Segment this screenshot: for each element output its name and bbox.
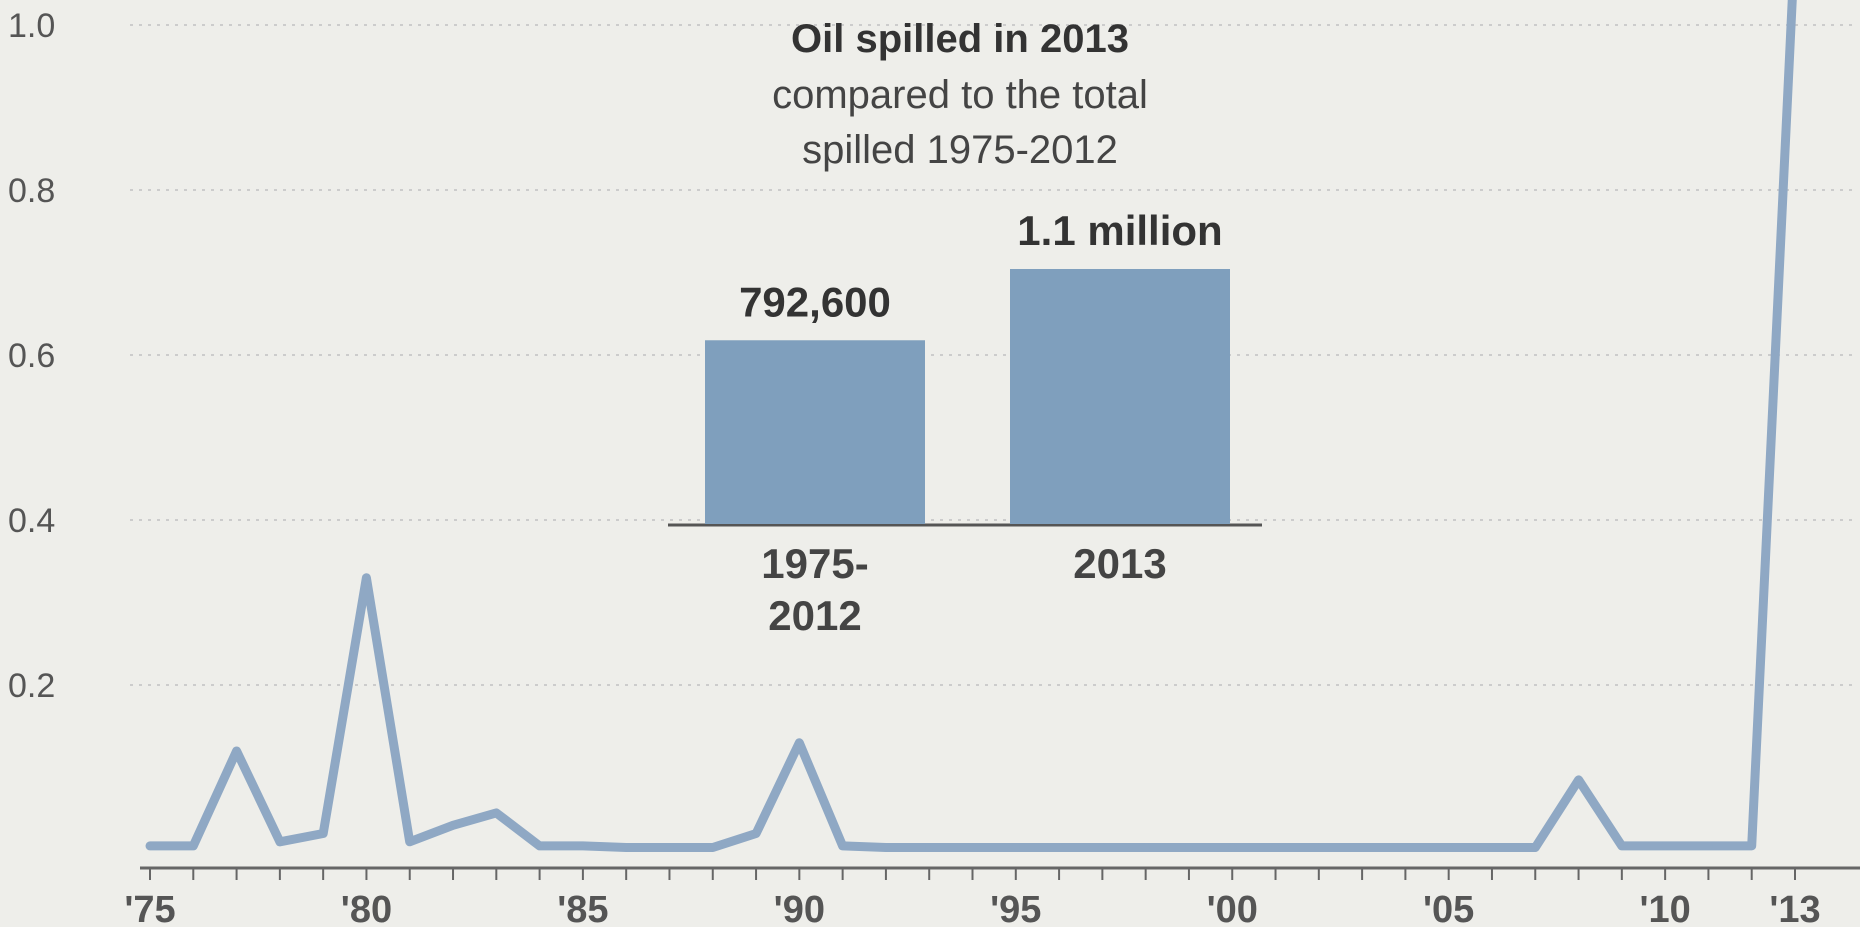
- data-point: [1531, 843, 1540, 852]
- inset-category-label: 2012: [768, 592, 861, 639]
- data-point: [665, 843, 674, 852]
- data-point: [1098, 843, 1107, 852]
- inset-bar: [1010, 269, 1230, 524]
- inset-subtitle-line: compared to the total: [772, 73, 1148, 117]
- inset-bar: [705, 340, 925, 524]
- data-point: [968, 843, 977, 852]
- data-point: [1661, 841, 1670, 850]
- y-tick-label: 1.0: [8, 7, 55, 45]
- x-tick-label: '85: [557, 889, 608, 927]
- data-point: [1011, 843, 1020, 852]
- data-point: [1704, 841, 1713, 850]
- data-point: [1055, 843, 1064, 852]
- data-point: [1444, 843, 1453, 852]
- data-point: [1141, 843, 1150, 852]
- x-tick-label: '10: [1639, 889, 1690, 927]
- data-point: [1617, 841, 1626, 850]
- data-point: [1184, 843, 1193, 852]
- x-tick-label: '90: [774, 889, 825, 927]
- data-point: [1271, 843, 1280, 852]
- data-point: [925, 843, 934, 852]
- data-point: [362, 573, 371, 582]
- data-point: [1487, 843, 1496, 852]
- y-tick-label: 0.8: [8, 172, 55, 210]
- x-tick-label: '80: [341, 889, 392, 927]
- x-tick-label: '95: [990, 889, 1041, 927]
- inset-title: Oil spilled in 2013: [791, 17, 1129, 61]
- inset-value-label: 1.1 million: [1017, 207, 1222, 254]
- data-point: [752, 829, 761, 838]
- y-tick-label: 0.2: [8, 667, 55, 705]
- x-tick-label: '75: [124, 889, 175, 927]
- data-point: [708, 843, 717, 852]
- data-point: [795, 738, 804, 747]
- data-point: [1358, 843, 1367, 852]
- inset-category-label: 1975-: [761, 540, 868, 587]
- data-point: [1314, 843, 1323, 852]
- data-point: [275, 837, 284, 846]
- data-point: [1401, 843, 1410, 852]
- data-point: [1747, 841, 1756, 850]
- data-point: [1574, 775, 1583, 784]
- x-tick-label: '05: [1423, 889, 1474, 927]
- data-point: [622, 843, 631, 852]
- inset-category-label: 2013: [1073, 540, 1166, 587]
- data-point: [146, 841, 154, 850]
- data-point: [189, 841, 198, 850]
- y-tick-label: 0.6: [8, 337, 55, 375]
- inset-value-label: 792,600: [739, 278, 891, 325]
- y-tick-label: 0.4: [8, 502, 55, 540]
- x-tick-label: '00: [1207, 889, 1258, 927]
- data-point: [535, 841, 544, 850]
- data-point: [319, 829, 328, 838]
- data-point: [1228, 843, 1237, 852]
- data-point: [881, 843, 890, 852]
- data-point: [492, 808, 501, 817]
- data-point: [578, 841, 587, 850]
- data-point: [838, 841, 847, 850]
- data-point: [232, 747, 241, 755]
- x-tick-label: '13: [1769, 889, 1820, 927]
- data-point: [449, 821, 458, 830]
- inset-subtitle-line: spilled 1975-2012: [802, 128, 1118, 172]
- data-point: [405, 837, 414, 846]
